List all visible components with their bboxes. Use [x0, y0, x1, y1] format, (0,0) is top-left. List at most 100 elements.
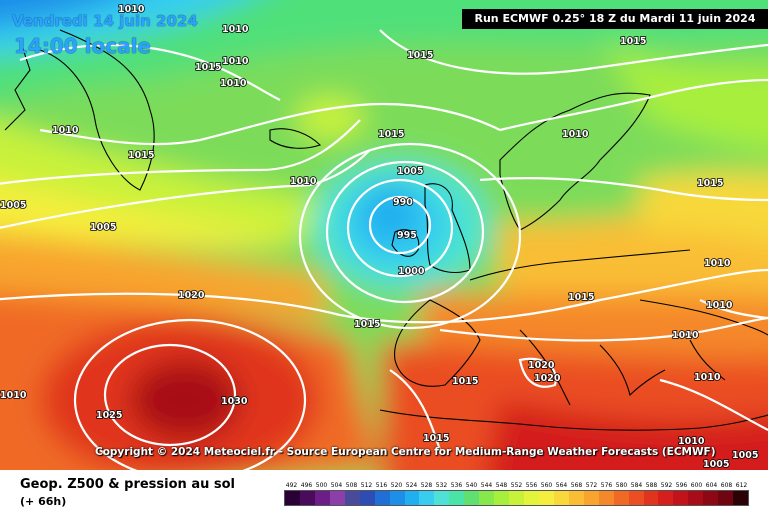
- legend-swatch: [389, 491, 405, 505]
- isobar-label: 1015: [452, 376, 478, 387]
- isobar-labels: 1010 1015 1010 1010 1010 1015 1005 1005 …: [0, 3, 759, 470]
- legend-swatch: [404, 491, 420, 505]
- isobar-label: 1010: [672, 330, 699, 341]
- legend-label: 596: [675, 482, 688, 489]
- legend-swatch: [658, 491, 674, 505]
- isobar-label: 1015: [423, 433, 449, 444]
- isobar-label: 1010: [290, 176, 317, 187]
- map-low-center: 990: [393, 197, 413, 208]
- legend-label: 524: [405, 482, 418, 489]
- footer-title: Geop. Z500 & pression au sol: [20, 477, 235, 492]
- legend-label: 548: [495, 482, 508, 489]
- legend-swatch: [613, 491, 629, 505]
- legend-swatch: [524, 491, 539, 505]
- legend-swatch: [628, 491, 644, 505]
- legend-swatch: [718, 491, 734, 505]
- isobar-label: 1005: [732, 450, 758, 461]
- isobar-label: 1010: [52, 125, 79, 136]
- isobar-label: 1015: [407, 50, 433, 61]
- legend-swatch: [703, 491, 719, 505]
- legend-label: 604: [705, 482, 718, 489]
- color-legend: 492 496 500 504 508 512 516 520 524 528 532 536 540 5…: [284, 481, 749, 506]
- isobar-label: 1010: [562, 129, 589, 140]
- isobar-label: 1005: [397, 166, 423, 177]
- legend-swatch: [688, 491, 704, 505]
- legend-swatch: [643, 491, 659, 505]
- legend-swatch: [299, 491, 315, 505]
- legend-swatch: [733, 491, 749, 505]
- isobar-label: 1010: [704, 258, 731, 269]
- legend-swatch: [568, 491, 584, 505]
- isobar-label: 1010: [220, 78, 247, 89]
- isobar-label: 1005: [0, 200, 26, 211]
- legend-label: 552: [510, 482, 523, 489]
- legend-label: 536: [450, 482, 463, 489]
- legend-label: 556: [525, 482, 538, 489]
- isobars: [0, 29, 768, 470]
- legend-swatch: [494, 491, 510, 505]
- isobar-label: 1020: [528, 360, 555, 371]
- legend-swatch: [344, 491, 360, 505]
- isobar-label: 1015: [378, 129, 404, 140]
- legend-swatch: [314, 491, 330, 505]
- legend-label: 564: [555, 482, 568, 489]
- legend-label: 580: [615, 482, 628, 489]
- isobar-label: 1015: [354, 319, 380, 330]
- valid-date: Vendredi 14 juin 2024: [12, 12, 198, 30]
- legend-swatch: [583, 491, 599, 505]
- legend-label: 500: [315, 482, 328, 489]
- weather-map: 1010 1015 1010 1010 1010 1015 1005 1005 …: [0, 0, 768, 470]
- legend-label: 576: [600, 482, 613, 489]
- legend-swatch: [419, 491, 435, 505]
- isobar-label: 1010: [118, 4, 145, 15]
- isobar-label: 1015: [620, 36, 646, 47]
- isobar-label: 1010: [222, 24, 249, 35]
- legend-label: 520: [390, 482, 403, 489]
- legend-swatch: [538, 491, 554, 505]
- legend-swatch: [359, 491, 375, 505]
- legend-label: 568: [570, 482, 583, 489]
- copyright-notice: Copyright © 2024 Meteociel.fr - Source E…: [95, 446, 716, 458]
- legend-label: 588: [645, 482, 658, 489]
- legend-label: 528: [420, 482, 433, 489]
- legend-swatch: [374, 491, 390, 505]
- legend-label: 572: [585, 482, 598, 489]
- isobar-label: 1000: [398, 266, 425, 277]
- footer: Geop. Z500 & pression au sol (+ 66h) 492…: [0, 470, 768, 512]
- legend-swatch: [464, 491, 480, 505]
- isobar-label: 1010: [678, 436, 705, 447]
- forecast-step: (+ 66h): [20, 495, 67, 508]
- isobar-label: 1010: [222, 56, 249, 67]
- isobar-label: 995: [397, 230, 417, 241]
- legend-swatch: [434, 491, 450, 505]
- legend-swatch: [479, 491, 495, 505]
- legend-label: 608: [720, 482, 733, 489]
- legend-swatch: [598, 491, 614, 505]
- isobar-label: 1020: [178, 290, 205, 301]
- legend-label: 508: [345, 482, 358, 489]
- legend-label: 532: [435, 482, 448, 489]
- legend-label: 512: [360, 482, 373, 489]
- legend-label: 584: [630, 482, 643, 489]
- map-high-center: 1030: [221, 396, 248, 407]
- legend-label: 560: [540, 482, 553, 489]
- legend-label: 516: [375, 482, 388, 489]
- legend-label: 544: [480, 482, 493, 489]
- coastlines: [4, 29, 768, 431]
- legend-label: 496: [300, 482, 313, 489]
- legend-swatch: [329, 491, 345, 505]
- isobar-label: 1015: [128, 150, 154, 161]
- isobar-label: 1005: [703, 459, 729, 470]
- isobar-label: 1010: [694, 372, 721, 383]
- isobar-label: 1015: [195, 62, 221, 73]
- legend-swatch: [285, 491, 300, 505]
- legend-label: 540: [465, 482, 478, 489]
- isobar-label: 1025: [96, 410, 122, 421]
- isobar-label: 1010: [0, 390, 27, 401]
- valid-time: 14:00 locale: [14, 34, 151, 58]
- legend-bar: [284, 490, 749, 506]
- isobar-label: 1020: [534, 373, 561, 384]
- run-info-banner: Run ECMWF 0.25° 18 Z du Mardi 11 juin 20…: [462, 9, 768, 29]
- legend-label: 504: [330, 482, 343, 489]
- legend-swatch: [509, 491, 524, 505]
